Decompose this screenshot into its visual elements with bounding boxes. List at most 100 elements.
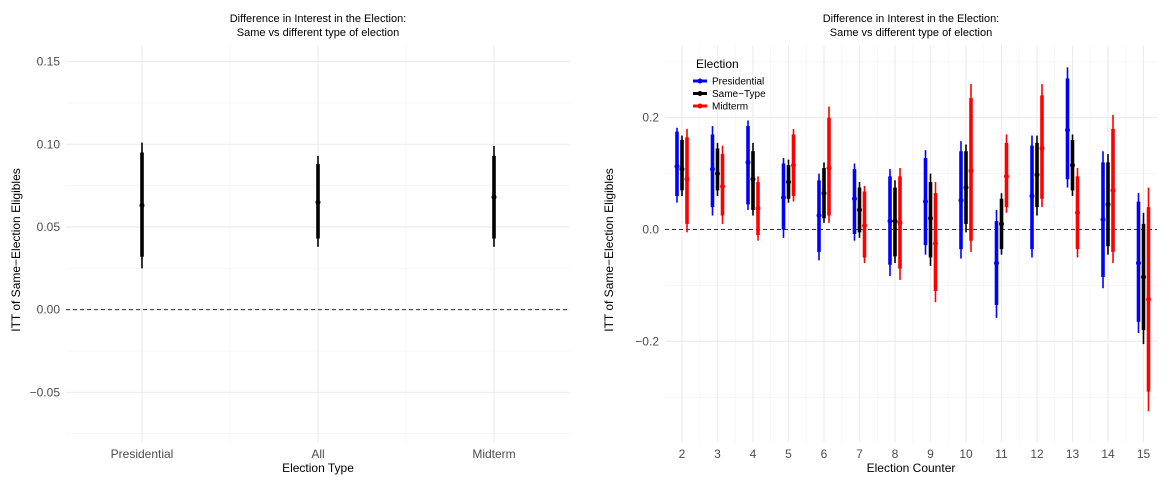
left-errorbar	[315, 155, 321, 247]
right-point-estimate	[821, 190, 827, 196]
right-x-tick-label: 4	[750, 447, 757, 461]
right-chart-title-line-2: Same vs different type of election	[830, 27, 992, 39]
right-x-tick-label: 9	[927, 447, 934, 461]
right-point-estimate	[862, 223, 867, 229]
right-errorbar	[968, 84, 974, 252]
right-x-tick-label: 10	[959, 447, 973, 461]
right-point-estimate	[791, 162, 796, 168]
left-x-tick-label: Presidential	[111, 447, 174, 461]
right-point-estimate	[684, 176, 690, 182]
left-y-axis-title: ITT of Same−Election Eligibles	[9, 168, 23, 332]
right-point-estimate	[1070, 162, 1075, 168]
right-errorbar	[897, 168, 903, 280]
legend-key-point	[697, 78, 703, 84]
right-point-estimate	[1075, 210, 1080, 216]
right-point-estimate	[852, 196, 857, 202]
right-x-tick-label: 13	[1066, 447, 1080, 461]
right-errorbar	[1070, 134, 1075, 196]
left-point-estimate	[315, 199, 321, 205]
right-point-estimate	[897, 220, 903, 226]
right-point-estimate	[720, 183, 725, 189]
right-panel: Difference in Interest in the Election: …	[602, 13, 1157, 475]
right-point-estimate	[755, 205, 761, 211]
legend-label: Presidential	[712, 77, 764, 88]
right-x-tick-label: 5	[785, 447, 792, 461]
right-point-estimate	[750, 176, 756, 182]
right-errorbar	[1065, 67, 1070, 188]
legend-entry: Same−Type	[693, 89, 766, 100]
right-x-tick-label: 11	[995, 447, 1008, 461]
right-point-estimate	[710, 166, 715, 172]
right-error-bars	[674, 67, 1151, 412]
right-errorbar	[1004, 134, 1009, 213]
right-point-estimate	[923, 199, 928, 205]
right-point-estimate	[1100, 216, 1106, 222]
left-chart-title-line-2: Same vs different type of election	[237, 27, 399, 39]
left-x-axis-title: Election Type	[282, 461, 354, 475]
right-errorbar	[674, 127, 680, 203]
right-point-estimate	[745, 159, 751, 165]
left-y-tick-label: −0.05	[30, 385, 61, 399]
left-y-tick-label: 0.10	[37, 137, 61, 151]
right-errorbar	[1034, 135, 1040, 216]
right-x-tick-label: 15	[1137, 447, 1151, 461]
right-point-estimate	[994, 260, 999, 266]
right-point-estimate	[892, 218, 898, 224]
right-errorbar	[826, 106, 832, 223]
right-errorbar	[852, 163, 857, 241]
right-point-estimate	[999, 221, 1004, 227]
right-errorbar	[933, 181, 938, 303]
left-point-estimate	[139, 202, 145, 208]
right-y-tick-labels: −0.2 0.0 0.2	[635, 111, 659, 349]
right-point-estimate	[1141, 274, 1146, 280]
right-point-estimate	[679, 166, 685, 172]
right-gridlines	[665, 45, 1157, 442]
legend-title: Election	[696, 57, 739, 71]
right-x-tick-label: 2	[679, 447, 686, 461]
left-y-tick-label: 0.00	[37, 303, 61, 317]
legend-label: Same−Type	[712, 89, 766, 100]
right-y-axis-title: ITT of Same−Election Eligibles	[602, 168, 616, 332]
right-point-estimate	[826, 165, 832, 171]
right-chart-title-line-1: Difference in Interest in the Election:	[823, 13, 1000, 25]
right-errorbar	[786, 159, 791, 203]
right-point-estimate	[1004, 173, 1009, 179]
left-x-tick-labels: Presidential All Midterm	[111, 447, 516, 461]
right-errorbar	[1075, 168, 1080, 258]
right-x-tick-label: 7	[856, 447, 863, 461]
right-point-estimate	[816, 213, 822, 219]
left-errorbar	[491, 145, 497, 247]
right-errorbar	[963, 144, 969, 233]
legend-entry: Midterm	[693, 102, 748, 113]
right-x-tick-label: 3	[714, 447, 721, 461]
left-panel: Difference in Interest in the Election: …	[9, 13, 570, 475]
right-errorbar	[781, 157, 786, 238]
right-errorbar	[892, 180, 898, 264]
left-y-tick-label: 0.15	[37, 55, 61, 69]
right-point-estimate	[857, 207, 862, 213]
right-errorbar	[857, 181, 862, 238]
right-point-estimate	[1039, 145, 1045, 151]
left-y-tick-label: 0.05	[37, 220, 61, 234]
right-point-estimate	[963, 185, 969, 191]
legend-key-point	[697, 91, 703, 96]
right-errorbar	[923, 150, 928, 255]
right-errorbar	[1146, 187, 1151, 412]
right-errorbar	[862, 185, 867, 264]
left-x-tick-label: Midterm	[472, 447, 515, 461]
right-point-estimate	[674, 163, 680, 169]
right-x-tick-labels: 2 3 4 5 6 7 8 9 10 11 12 13 14 15	[679, 447, 1151, 461]
right-errorbar	[745, 120, 751, 210]
right-x-tick-label: 6	[821, 447, 828, 461]
right-y-tick-label: 0.2	[642, 111, 659, 125]
right-x-axis-title: Election Counter	[867, 461, 956, 475]
right-errorbar	[958, 141, 964, 259]
right-y-tick-label: 0.0	[642, 223, 659, 237]
right-point-estimate	[1029, 193, 1035, 199]
right-errorbar	[755, 176, 761, 241]
right-point-estimate	[781, 195, 786, 201]
right-point-estimate	[933, 241, 938, 246]
right-errorbar	[1100, 151, 1106, 289]
right-errorbar	[710, 126, 715, 216]
right-errorbar	[994, 209, 999, 318]
